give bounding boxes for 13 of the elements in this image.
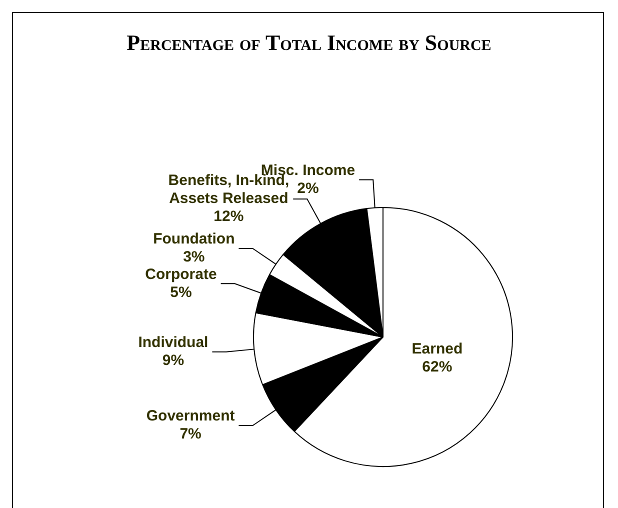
slice-label: Earned: [412, 340, 463, 358]
slice-label: Corporate: [145, 266, 217, 283]
data-label: 12%: [214, 208, 244, 226]
data-label: 5%: [170, 284, 192, 301]
slice-label: Foundation: [153, 230, 235, 248]
data-label: 62%: [422, 358, 452, 376]
slice-label: Government: [146, 408, 235, 425]
data-label: 3%: [183, 248, 205, 266]
slice-label: Individual: [138, 334, 208, 351]
data-label: 7%: [180, 426, 202, 443]
data-label: 2%: [297, 180, 319, 197]
chart-title: Percentage of Total Income by Source: [126, 30, 492, 56]
data-label: 9%: [162, 352, 184, 369]
